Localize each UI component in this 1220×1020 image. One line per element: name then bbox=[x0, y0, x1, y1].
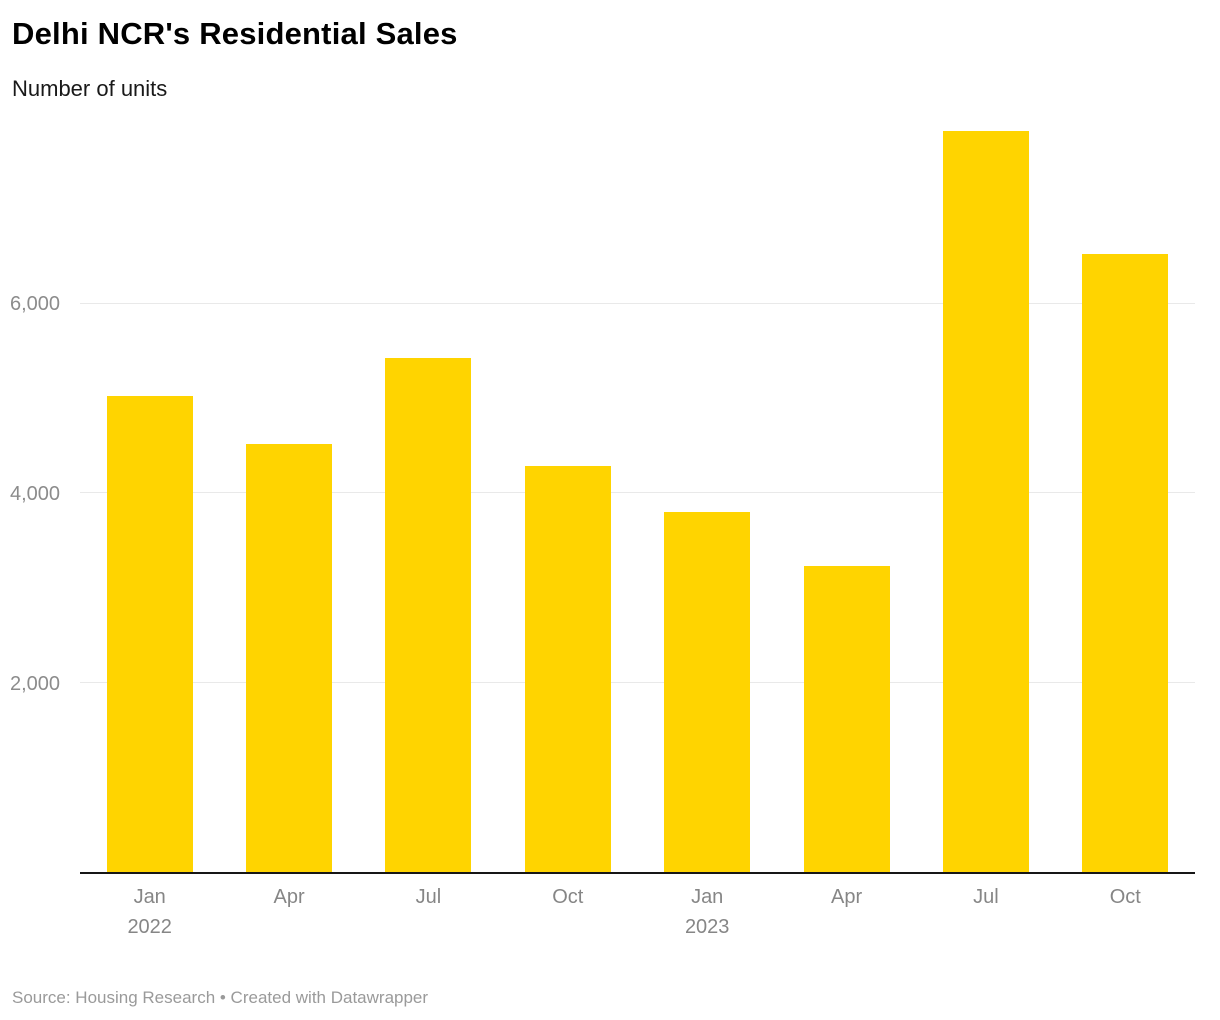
x-tick-jul-2023: Jul bbox=[916, 882, 1055, 942]
x-tick-line: Jul bbox=[973, 886, 999, 908]
chart-subtitle: Number of units bbox=[12, 76, 168, 101]
bar-slot-jan-2023 bbox=[638, 114, 777, 872]
bar-jan-2022 bbox=[106, 396, 193, 872]
y-tick-label-6000: 6,000 bbox=[10, 293, 61, 315]
x-tick-line: 2022 bbox=[127, 916, 172, 938]
bar-jan-2023 bbox=[664, 511, 751, 872]
bar-slot-oct-2022 bbox=[498, 114, 637, 872]
chart-title: Delhi NCR's Residential Sales bbox=[12, 16, 458, 51]
plot-area bbox=[80, 114, 1195, 874]
bars-group bbox=[80, 114, 1195, 872]
x-tick-line: Jan bbox=[133, 886, 166, 908]
bar-oct-2023 bbox=[1082, 254, 1169, 872]
x-tick-line: Apr bbox=[831, 886, 863, 908]
x-tick-line: Apr bbox=[273, 886, 305, 908]
bar-slot-apr-2023 bbox=[777, 114, 916, 872]
x-tick-apr-2023: Apr bbox=[777, 882, 916, 942]
x-tick-line: Oct bbox=[1109, 886, 1141, 908]
gridline-6000 bbox=[80, 302, 1195, 304]
bar-apr-2023 bbox=[803, 565, 890, 872]
y-tick-label-2000: 2,000 bbox=[10, 673, 61, 695]
gridline-4000 bbox=[80, 492, 1195, 493]
bar-apr-2022 bbox=[246, 443, 333, 872]
x-tick-line: Jan bbox=[691, 886, 724, 908]
x-axis-labels: Jan 2022 Apr Jul Oct Jan 2023 Apr Jul Oct bbox=[80, 882, 1195, 942]
bar-slot-jul-2023 bbox=[916, 114, 1055, 872]
y-tick-label-4000: 4,000 bbox=[10, 483, 61, 505]
bar-slot-apr-2022 bbox=[219, 114, 358, 872]
bar-slot-jul-2022 bbox=[359, 114, 498, 872]
bar-slot-jan-2022 bbox=[80, 114, 219, 872]
x-tick-jan-2022: Jan 2022 bbox=[80, 882, 219, 942]
bar-oct-2022 bbox=[524, 465, 611, 872]
bar-slot-oct-2023 bbox=[1056, 114, 1195, 872]
x-tick-line: Oct bbox=[552, 886, 584, 908]
x-tick-apr-2022: Apr bbox=[219, 882, 358, 942]
x-tick-oct-2023: Oct bbox=[1056, 882, 1195, 942]
bar-jul-2023 bbox=[942, 131, 1029, 872]
bar-chart: 2,000 4,000 6,000 bbox=[0, 114, 1220, 874]
source-note: Source: Housing Research • Created with … bbox=[12, 988, 429, 1007]
x-tick-line: 2023 bbox=[684, 916, 730, 938]
x-tick-line: Jul bbox=[415, 886, 442, 908]
x-tick-oct-2022: Oct bbox=[498, 882, 637, 942]
x-tick-jul-2022: Jul bbox=[359, 882, 498, 942]
x-tick-jan-2023: Jan 2023 bbox=[638, 882, 777, 942]
y-axis: 2,000 4,000 6,000 bbox=[10, 114, 80, 874]
bar-jul-2022 bbox=[385, 357, 472, 872]
gridline-2000 bbox=[80, 681, 1195, 683]
